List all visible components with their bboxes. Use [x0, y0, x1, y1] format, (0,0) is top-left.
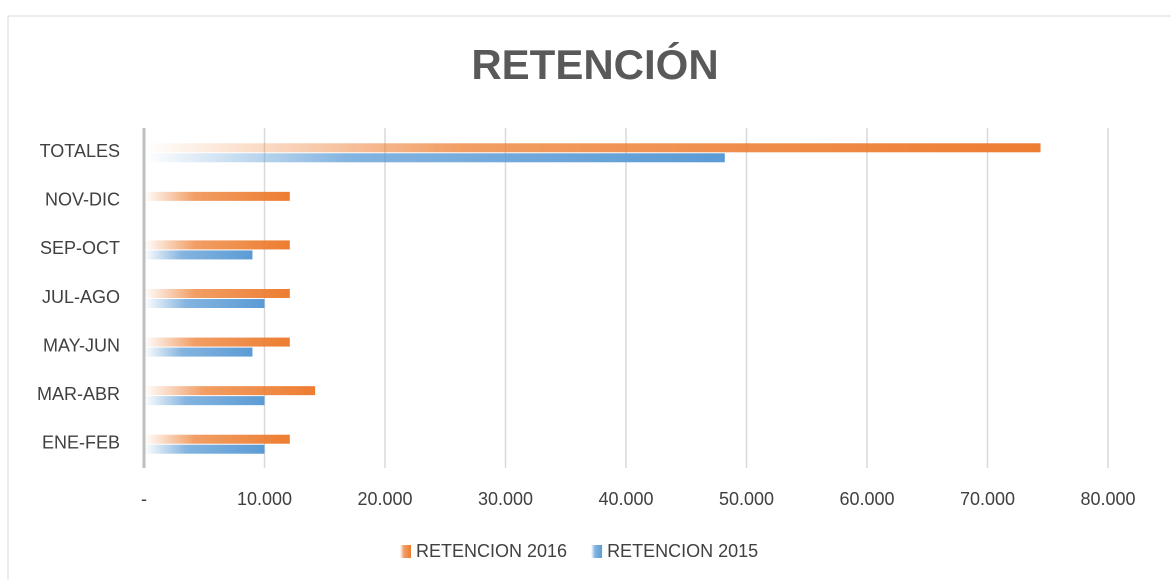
legend-swatch — [591, 545, 603, 558]
y-tick-label: TOTALES — [40, 141, 120, 161]
y-tick-label: SEP-OCT — [40, 238, 120, 258]
chart-title: RETENCIÓN — [471, 40, 718, 88]
bar — [144, 143, 1041, 153]
x-tick-label: 10.000 — [237, 489, 292, 509]
y-tick-label: MAY-JUN — [43, 335, 120, 355]
x-tick-label: 30.000 — [478, 489, 533, 509]
bar — [144, 347, 253, 357]
x-tick-label: 40.000 — [598, 489, 653, 509]
y-tick-label: MAR-ABR — [37, 384, 120, 404]
x-tick-label: 80.000 — [1080, 489, 1135, 509]
bar — [144, 289, 290, 298]
legend-label: RETENCION 2015 — [607, 541, 758, 561]
bar — [144, 250, 253, 260]
bar — [144, 299, 265, 308]
y-tick-label: NOV-DIC — [45, 190, 120, 210]
x-tick-label: 60.000 — [839, 489, 894, 509]
y-tick-label: JUL-AGO — [42, 287, 120, 307]
x-tick-label: 50.000 — [719, 489, 774, 509]
x-tick-label: 70.000 — [960, 489, 1015, 509]
bar — [144, 386, 316, 396]
legend-label: RETENCION 2016 — [416, 541, 567, 561]
legend-swatch — [400, 545, 411, 558]
x-tick-label: - — [141, 489, 147, 509]
bar — [144, 396, 265, 406]
bar — [144, 337, 290, 347]
bar — [144, 240, 290, 250]
bar — [144, 444, 265, 454]
bar — [144, 191, 290, 201]
y-tick-label: ENE-FEB — [42, 432, 120, 452]
bar — [144, 434, 290, 444]
bar — [144, 153, 725, 163]
x-tick-label: 20.000 — [357, 489, 412, 509]
